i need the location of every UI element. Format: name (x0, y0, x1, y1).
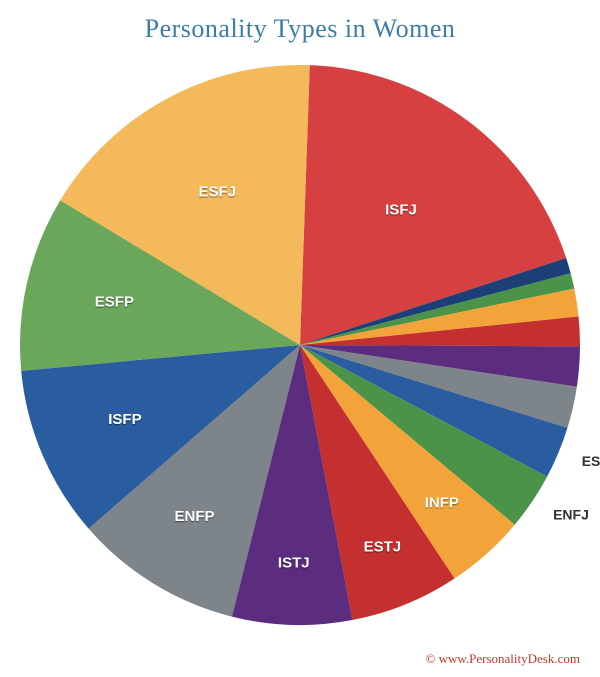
slice-label: ESFP (95, 293, 134, 310)
slice-label: ISTJ (278, 554, 310, 571)
slice-label: ISFP (108, 411, 141, 428)
footer-credit: © www.PersonalityDesk.com (425, 651, 580, 667)
slice-label: ISFJ (385, 202, 417, 219)
slice-label: ENFJ (553, 506, 589, 522)
chart-container: Personality Types in Women ISFJINTJENTJI… (0, 0, 600, 677)
pie-svg: ISFJINTJENTJINFJINTPISTPENTPESTPENFJINFP… (0, 55, 600, 635)
slice-label: ENFP (175, 508, 215, 525)
chart-title: Personality Types in Women (0, 0, 600, 44)
pie-chart: ISFJINTJENTJINFJINTPISTPENTPESTPENFJINFP… (0, 55, 600, 635)
slice-label: INFP (425, 495, 459, 512)
slice-label: ESTP (582, 453, 600, 469)
slice-label: ESTJ (364, 538, 402, 555)
slice-label: ESFJ (199, 183, 237, 200)
